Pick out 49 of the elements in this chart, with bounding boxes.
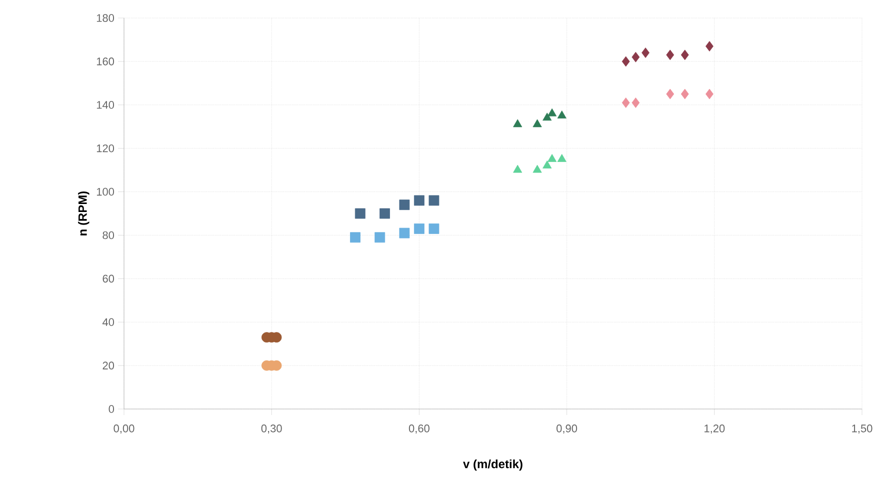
point [642,48,650,58]
point [706,88,714,100]
point [532,119,542,128]
point [680,50,689,60]
point [542,112,552,121]
point [622,56,630,67]
point [622,98,630,108]
point [428,195,440,206]
point [399,200,410,210]
point [374,232,386,243]
point [414,224,424,234]
point [632,98,640,108]
point [428,224,440,234]
y-tick-label: 0 [108,405,114,413]
y-tick-label: 100 [96,188,114,196]
x-tick-label: 1,20 [704,424,725,434]
point [399,228,410,238]
x-tick-label: 0,60 [408,424,430,434]
y-tick-label: 160 [96,58,114,66]
point [557,154,566,162]
point [632,52,640,62]
point [513,164,522,173]
point [350,232,360,243]
point [414,195,424,206]
point [548,108,557,116]
point [532,164,542,173]
x-tick-label: 0,00 [114,424,134,434]
point [680,88,689,100]
point [380,208,390,219]
x-tick-label: 1,50 [852,424,872,434]
point [354,208,366,219]
x-axis-title: v (m/detik) [463,459,522,471]
x-tick-label: 0,30 [261,424,282,434]
point [666,50,674,60]
y-tick-label: 20 [102,362,114,370]
y-tick-label: 80 [102,231,114,240]
y-tick-label: 120 [96,144,114,152]
y-tick-label: 60 [102,274,114,283]
point [557,110,566,118]
y-tick-label: 140 [96,101,114,109]
x-tick-label: 0,90 [556,424,578,434]
point [513,119,522,128]
point [706,41,714,52]
point [666,88,674,100]
y-tick-label: 180 [96,14,114,22]
point [542,160,552,168]
y-axis-title: n (RPM) [78,191,90,236]
point [548,154,557,162]
y-tick-label: 40 [102,318,114,326]
